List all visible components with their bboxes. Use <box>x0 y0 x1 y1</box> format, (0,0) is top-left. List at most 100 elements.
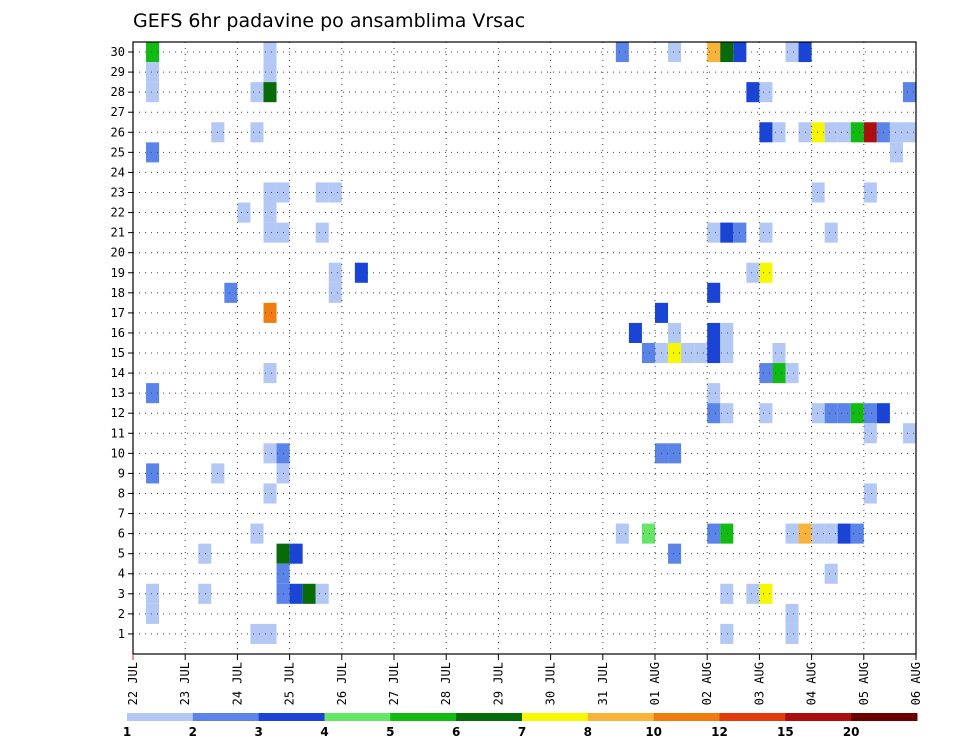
heatmap-cell <box>694 342 708 364</box>
heatmap-cell <box>772 342 786 364</box>
heatmap-cell <box>720 42 734 63</box>
heatmap-cell <box>824 523 838 544</box>
x-tick-label: 25 JUL <box>283 662 297 705</box>
heatmap-cell <box>146 583 160 604</box>
heatmap-cell <box>628 322 642 343</box>
y-tick-label: 3 <box>118 587 125 601</box>
chart-title: GEFS 6hr padavine po ansamblima Vrsac <box>133 10 525 32</box>
y-tick-label: 22 <box>111 206 125 220</box>
y-tick-label: 19 <box>111 266 125 280</box>
heatmap-cell <box>772 363 786 384</box>
heatmap-cell <box>328 262 342 283</box>
x-tick-label: 28 JUL <box>439 662 453 705</box>
heatmap-cell <box>720 222 734 243</box>
heatmap-cell <box>863 403 877 424</box>
colorbar-segment <box>324 713 391 721</box>
y-tick-label: 11 <box>111 426 125 440</box>
heatmap-cell <box>785 623 799 644</box>
heatmap-cell <box>328 282 342 303</box>
heatmap-cell <box>615 42 629 63</box>
heatmap-cell <box>863 182 877 203</box>
y-tick-label: 6 <box>118 527 125 541</box>
heatmap-cell <box>759 583 773 604</box>
heatmap-cell <box>250 623 264 644</box>
colorbar-segment <box>522 713 589 721</box>
heatmap-cell <box>720 583 734 604</box>
heatmap-cell <box>707 342 721 364</box>
colorbar-segment <box>456 713 523 721</box>
heatmap-cell <box>902 122 916 143</box>
heatmap-cell <box>263 483 277 504</box>
heatmap-cell <box>720 342 734 364</box>
colorbar-label: 3 <box>254 725 262 739</box>
y-tick-label: 10 <box>111 446 125 460</box>
heatmap-cell <box>889 122 903 143</box>
heatmap-cell <box>146 82 160 103</box>
colorbar-segment <box>127 713 194 721</box>
heatmap-cell <box>641 523 655 544</box>
heatmap-cell <box>759 82 773 103</box>
heatmap-cell <box>198 543 212 564</box>
x-tick-label: 06 AUG <box>909 662 923 705</box>
heatmap-cell <box>720 523 734 544</box>
x-tick-label: 04 AUG <box>805 662 819 705</box>
heatmap-cells <box>146 42 916 644</box>
heatmap-cell <box>263 82 277 103</box>
heatmap-cell <box>837 523 851 544</box>
heatmap-cell <box>785 523 799 544</box>
y-tick-label: 20 <box>111 246 125 260</box>
colorbar-label: 8 <box>584 725 592 739</box>
heatmap-cell <box>811 523 825 544</box>
heatmap-cell <box>707 42 721 63</box>
colorbar-segment <box>653 713 720 721</box>
heatmap-cell <box>707 523 721 544</box>
x-tick-label: 31 JUL <box>596 662 610 705</box>
heatmap-cell <box>707 322 721 343</box>
y-tick-label: 24 <box>111 165 125 179</box>
heatmap-cell <box>772 122 786 143</box>
y-tick-label: 27 <box>111 105 125 119</box>
heatmap-cell <box>850 403 864 424</box>
heatmap-cell <box>902 423 916 444</box>
y-tick-label: 4 <box>118 567 125 581</box>
heatmap-cell <box>759 262 773 283</box>
heatmap-cell <box>263 42 277 63</box>
heatmap-cell <box>328 182 342 203</box>
y-tick-label: 28 <box>111 85 125 99</box>
heatmap-cell <box>863 483 877 504</box>
y-tick-label: 15 <box>111 346 125 360</box>
y-tick-label: 12 <box>111 406 125 420</box>
x-tick-label: 30 JUL <box>544 662 558 705</box>
heatmap-cell <box>289 583 303 604</box>
heatmap-cell <box>302 583 316 604</box>
colorbar-label: 20 <box>843 725 860 739</box>
heatmap-cell <box>146 463 160 484</box>
heatmap-cell <box>146 42 160 63</box>
heatmap-cell <box>315 583 329 604</box>
heatmap-cell <box>720 623 734 644</box>
heatmap-cell <box>863 423 877 444</box>
colorbar-segment <box>587 713 655 721</box>
heatmap-cell <box>615 523 629 544</box>
x-tick-label: 05 AUG <box>857 662 871 705</box>
x-tick-label: 29 JUL <box>491 662 505 705</box>
heatmap-cell <box>250 122 264 143</box>
heatmap-cell <box>263 182 277 203</box>
y-axis: 1234567891011121314151617181920212223242… <box>111 45 133 641</box>
heatmap-cell <box>902 82 916 103</box>
heatmap-cell <box>746 82 760 103</box>
colorbar-label: 5 <box>386 725 394 739</box>
colorbar-label: 10 <box>645 725 662 739</box>
heatmap-cell <box>889 142 903 163</box>
x-tick-label: 02 AUG <box>700 662 714 705</box>
heatmap-cell <box>250 523 264 544</box>
heatmap-cell <box>263 62 277 83</box>
heatmap-cell <box>785 363 799 384</box>
heatmap-cell <box>681 342 695 364</box>
heatmap-cell <box>250 82 264 103</box>
colorbar: 1 2 3 4 5 6 7 8 10 12 15 20 <box>123 713 918 739</box>
colorbar-segment <box>192 713 260 721</box>
heatmap-cell <box>289 543 303 564</box>
x-tick-label: 03 AUG <box>752 662 766 705</box>
x-axis: 22 JUL 23 JUL 24 JUL 25 JUL 26 JUL 27 JUL 28 J… <box>126 654 923 705</box>
